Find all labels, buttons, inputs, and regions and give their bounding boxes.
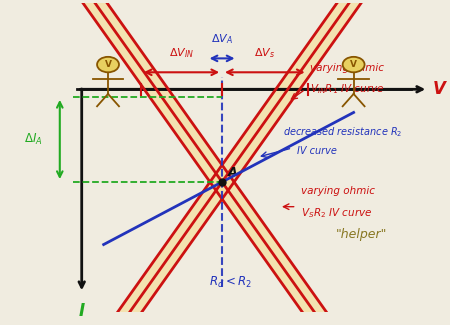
Text: $\Delta V_{IN}$: $\Delta V_{IN}$ [169, 46, 194, 60]
Text: varying ohmic: varying ohmic [301, 186, 375, 196]
Text: varying ohmic: varying ohmic [310, 63, 384, 73]
Text: V: V [350, 60, 357, 69]
Text: $R_d < R_2$: $R_d < R_2$ [209, 275, 252, 290]
Text: decreased resistance $R_2$: decreased resistance $R_2$ [284, 126, 403, 139]
Text: $\Delta V_s$: $\Delta V_s$ [254, 46, 275, 60]
Text: A: A [228, 166, 238, 179]
Text: $V_{IN}R_1$ IV curve: $V_{IN}R_1$ IV curve [310, 82, 384, 96]
Circle shape [97, 57, 119, 72]
Circle shape [342, 57, 364, 72]
Text: $\Delta I_A$: $\Delta I_A$ [24, 132, 43, 147]
Text: "helper": "helper" [336, 227, 387, 240]
Text: V: V [432, 80, 446, 98]
Text: $V_SR_2$ IV curve: $V_SR_2$ IV curve [301, 206, 373, 220]
Text: V: V [104, 60, 112, 69]
Text: I: I [79, 303, 85, 320]
Text: $\Delta V_A$: $\Delta V_A$ [211, 32, 233, 46]
Text: IV curve: IV curve [297, 146, 337, 156]
